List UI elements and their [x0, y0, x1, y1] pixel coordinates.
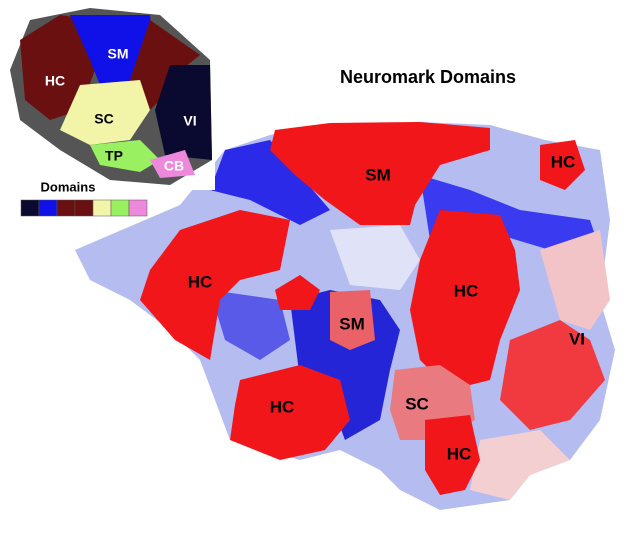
inset-label: VI	[183, 113, 196, 129]
legend-swatch	[38, 199, 58, 217]
region-label: VI	[569, 329, 585, 348]
legend-title: Domains	[41, 179, 96, 194]
inset-region	[70, 15, 155, 85]
region	[540, 230, 610, 330]
inset-region	[155, 65, 212, 160]
region	[230, 365, 350, 460]
region	[270, 122, 490, 225]
region	[275, 275, 320, 310]
inset-region	[60, 80, 150, 145]
legend-swatch	[20, 199, 40, 217]
inset-label: SC	[94, 111, 113, 127]
region-label: HC	[270, 397, 295, 416]
inset-label: SM	[108, 46, 129, 62]
region-label: HC	[447, 444, 472, 463]
region	[540, 140, 585, 190]
region	[140, 210, 290, 360]
inset-label: TP	[105, 148, 123, 164]
region-label: SM	[365, 165, 391, 184]
region	[500, 320, 605, 430]
inset-region	[150, 150, 195, 178]
legend	[20, 199, 148, 217]
region	[210, 290, 290, 360]
legend-swatch	[128, 199, 148, 217]
region-label: HC	[551, 152, 576, 171]
inset-label: HC	[45, 73, 65, 89]
region	[210, 140, 330, 225]
region-label: SC	[405, 394, 429, 413]
region-label: SM	[339, 314, 365, 333]
legend-swatch	[110, 199, 130, 217]
inset: SM HC SC VI TP CB Domains	[0, 0, 215, 217]
legend-swatch	[56, 199, 76, 217]
inset-label: CB	[164, 158, 184, 174]
legend-swatch	[92, 199, 112, 217]
region-label: HC	[188, 272, 213, 291]
region	[425, 415, 480, 495]
main-map	[75, 122, 615, 510]
region	[330, 290, 375, 350]
inset-region	[90, 140, 160, 172]
legend-swatch	[74, 199, 94, 217]
region	[330, 225, 420, 290]
title: Neuromark Domains	[340, 67, 516, 87]
inset-region	[130, 20, 200, 120]
region-label: HC	[454, 281, 479, 300]
region	[470, 430, 570, 500]
region	[410, 210, 520, 390]
